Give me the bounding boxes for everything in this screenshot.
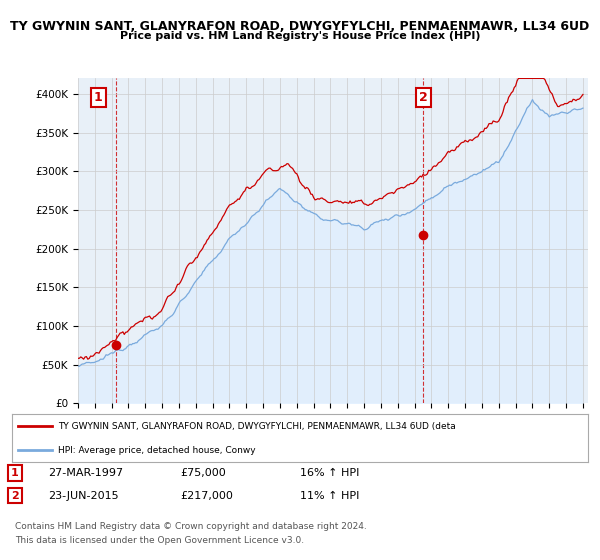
Text: 1: 1 <box>11 468 19 478</box>
Text: 2: 2 <box>11 491 19 501</box>
Text: Price paid vs. HM Land Registry's House Price Index (HPI): Price paid vs. HM Land Registry's House … <box>120 31 480 41</box>
Text: TY GWYNIN SANT, GLANYRAFON ROAD, DWYGYFYLCHI, PENMAENMAWR, LL34 6UD (deta: TY GWYNIN SANT, GLANYRAFON ROAD, DWYGYFY… <box>58 422 456 431</box>
Text: TY GWYNIN SANT, GLANYRAFON ROAD, DWYGYFYLCHI, PENMAENMAWR, LL34 6UD: TY GWYNIN SANT, GLANYRAFON ROAD, DWYGYFY… <box>10 20 590 32</box>
Text: 2: 2 <box>419 91 427 104</box>
Text: £217,000: £217,000 <box>180 491 233 501</box>
Text: £75,000: £75,000 <box>180 468 226 478</box>
Text: HPI: Average price, detached house, Conwy: HPI: Average price, detached house, Conw… <box>58 446 256 455</box>
Text: This data is licensed under the Open Government Licence v3.0.: This data is licensed under the Open Gov… <box>15 536 304 545</box>
Text: 27-MAR-1997: 27-MAR-1997 <box>48 468 123 478</box>
Text: 23-JUN-2015: 23-JUN-2015 <box>48 491 119 501</box>
Text: Contains HM Land Registry data © Crown copyright and database right 2024.: Contains HM Land Registry data © Crown c… <box>15 522 367 531</box>
Text: 16% ↑ HPI: 16% ↑ HPI <box>300 468 359 478</box>
Text: 11% ↑ HPI: 11% ↑ HPI <box>300 491 359 501</box>
Text: 1: 1 <box>94 91 103 104</box>
